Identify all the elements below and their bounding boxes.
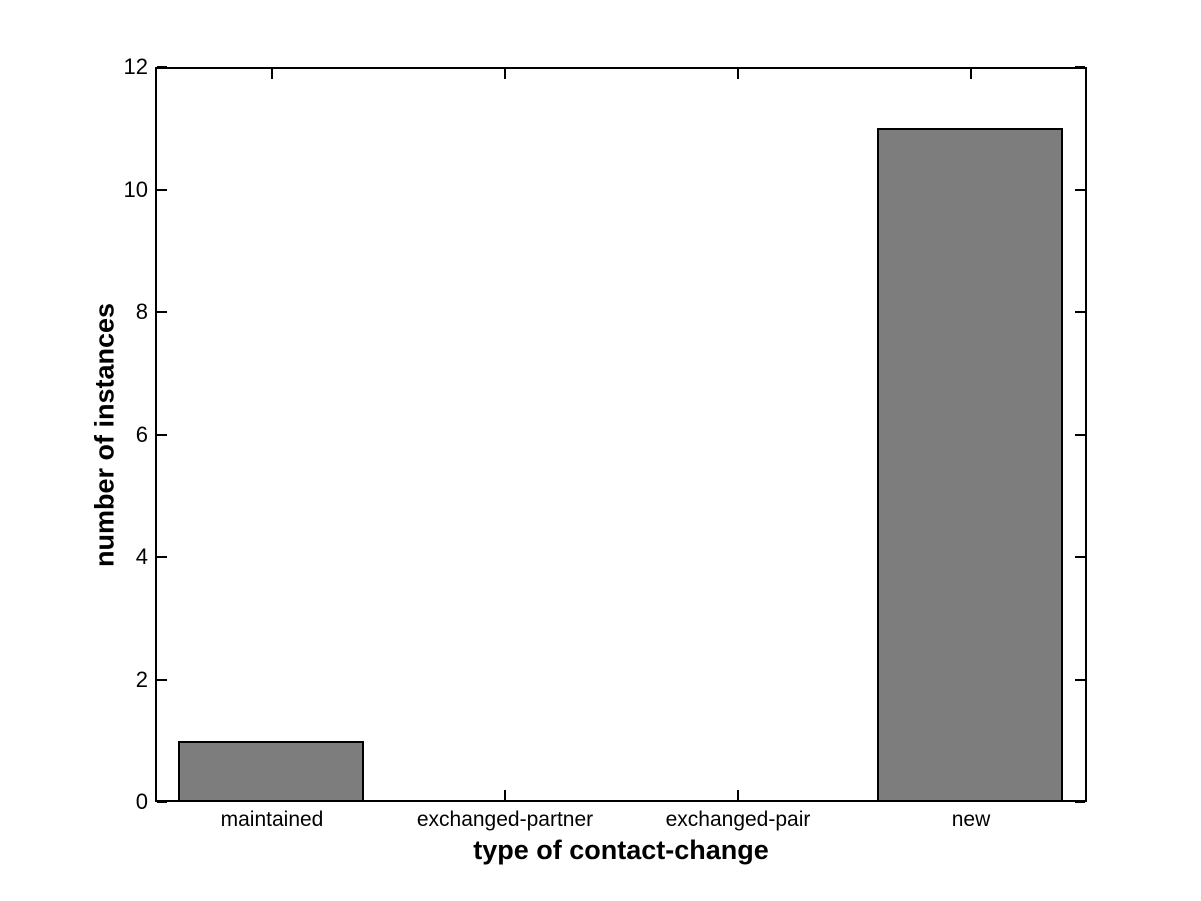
y-axis-tick <box>157 679 167 681</box>
x-tick-label: exchanged-pair <box>665 808 811 831</box>
x-tick-label: new <box>951 808 991 831</box>
y-axis-tick-right <box>1075 556 1085 558</box>
bar-maintained <box>178 741 364 802</box>
y-tick-label: 10 <box>123 177 148 202</box>
y-tick-label: 6 <box>135 422 148 447</box>
y-tick-label: 8 <box>135 299 148 324</box>
y-axis-tick-right <box>1075 311 1085 313</box>
x-axis-tick-top <box>970 69 972 79</box>
y-tick-label: 12 <box>123 54 148 79</box>
y-axis-tick <box>157 434 167 436</box>
y-axis-tick-right <box>1075 189 1085 191</box>
y-axis-tick <box>157 66 167 68</box>
y-axis-tick <box>157 556 167 558</box>
y-axis-tick-right <box>1075 434 1085 436</box>
y-axis-tick <box>157 189 167 191</box>
x-axis-tick-top <box>737 69 739 79</box>
y-axis-tick <box>157 311 167 313</box>
x-axis-tick-top <box>504 69 506 79</box>
y-tick-label: 4 <box>135 544 148 569</box>
y-axis-tick-right <box>1075 66 1085 68</box>
y-tick-label: 0 <box>135 789 148 814</box>
x-axis-tick-top <box>271 69 273 79</box>
x-axis-tick <box>504 790 506 800</box>
y-tick-label: 2 <box>135 667 148 692</box>
x-tick-label: exchanged-partner <box>416 808 594 831</box>
y-axis-tick-right <box>1075 801 1085 803</box>
y-axis-tick-right <box>1075 679 1085 681</box>
x-axis-tick <box>737 790 739 800</box>
x-axis-label: type of contact-change <box>473 835 769 865</box>
x-tick-label: maintained <box>220 808 324 831</box>
bar-new <box>877 128 1063 802</box>
y-axis-tick <box>157 801 167 803</box>
